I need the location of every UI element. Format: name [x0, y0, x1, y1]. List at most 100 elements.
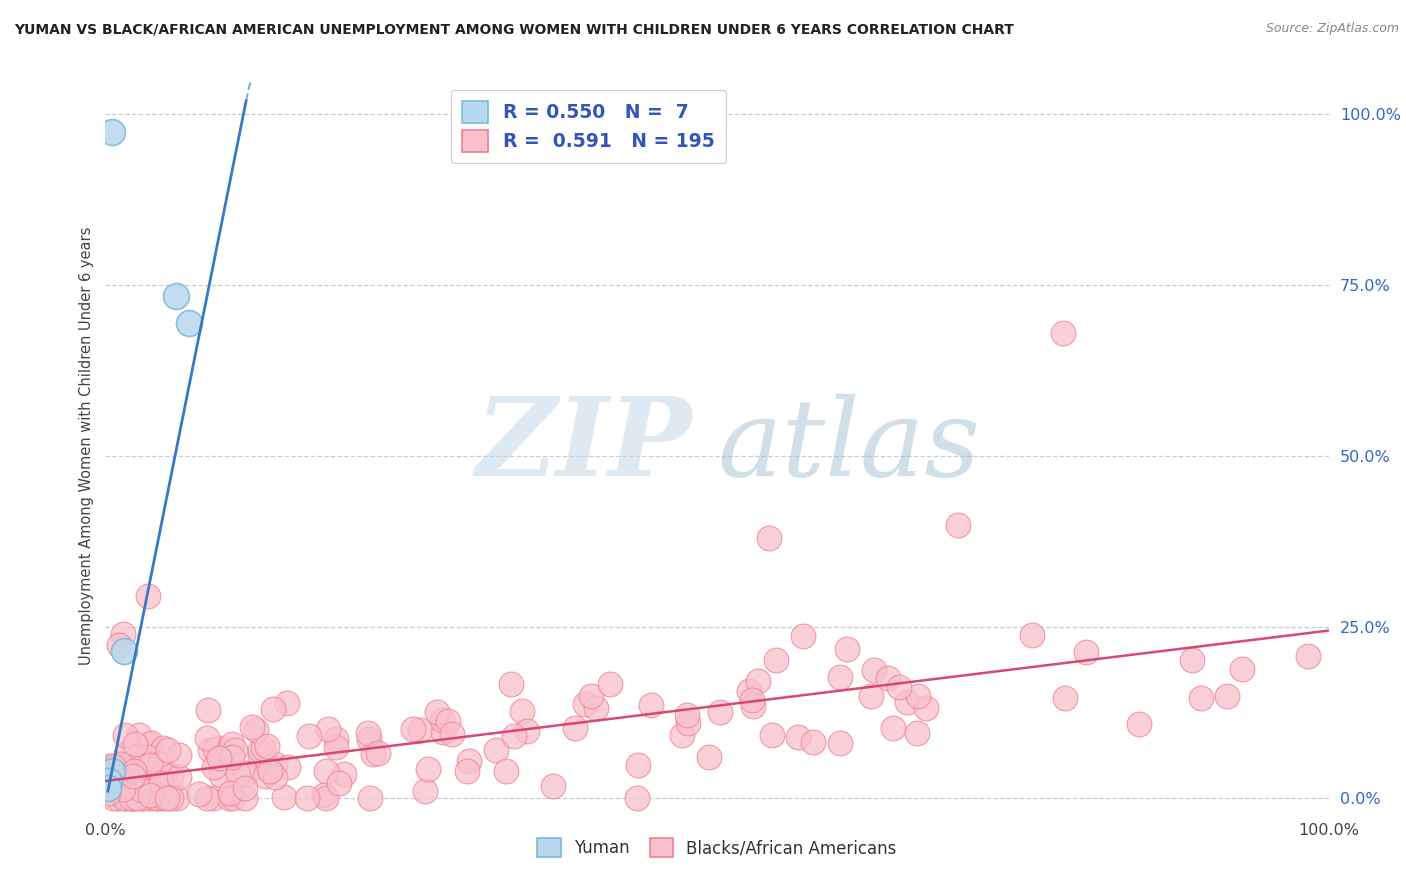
- Point: [485, 743, 508, 757]
- Point: [115, 791, 138, 805]
- Point: [579, 690, 602, 704]
- Point: [432, 713, 454, 727]
- Point: [328, 776, 350, 790]
- Point: [676, 715, 699, 730]
- Point: [98, 758, 121, 772]
- Point: [136, 589, 159, 603]
- Point: [240, 720, 263, 734]
- Point: [118, 786, 141, 800]
- Point: [741, 693, 763, 707]
- Point: [830, 736, 852, 750]
- Point: [139, 736, 162, 750]
- Point: [157, 742, 180, 756]
- Point: [312, 788, 335, 802]
- Point: [315, 764, 337, 779]
- Point: [167, 747, 190, 762]
- Point: [101, 791, 124, 805]
- Point: [110, 756, 132, 771]
- Point: [110, 786, 132, 800]
- Point: [915, 701, 938, 715]
- Point: [97, 780, 120, 795]
- Point: [1216, 690, 1239, 704]
- Point: [101, 760, 124, 774]
- Point: [120, 791, 142, 805]
- Point: [882, 721, 904, 735]
- Point: [316, 722, 339, 736]
- Point: [122, 769, 145, 783]
- Point: [276, 696, 298, 710]
- Point: [249, 743, 271, 757]
- Point: [503, 729, 526, 743]
- Point: [112, 644, 135, 658]
- Point: [125, 791, 148, 805]
- Point: [315, 791, 337, 805]
- Point: [742, 699, 765, 714]
- Point: [574, 697, 596, 711]
- Point: [149, 773, 172, 788]
- Point: [437, 714, 460, 728]
- Point: [828, 670, 851, 684]
- Point: [1074, 645, 1097, 659]
- Point: [125, 790, 148, 805]
- Point: [127, 749, 149, 764]
- Point: [97, 786, 120, 800]
- Point: [201, 791, 224, 805]
- Point: [1128, 716, 1150, 731]
- Point: [325, 740, 347, 755]
- Point: [132, 789, 155, 804]
- Point: [112, 791, 135, 805]
- Point: [122, 764, 145, 779]
- Point: [139, 775, 162, 789]
- Point: [124, 772, 146, 787]
- Point: [200, 743, 222, 757]
- Point: [765, 653, 787, 667]
- Point: [121, 766, 143, 780]
- Point: [138, 770, 160, 784]
- Point: [105, 779, 128, 793]
- Point: [252, 741, 274, 756]
- Text: YUMAN VS BLACK/AFRICAN AMERICAN UNEMPLOYMENT AMONG WOMEN WITH CHILDREN UNDER 6 Y: YUMAN VS BLACK/AFRICAN AMERICAN UNEMPLOY…: [14, 22, 1014, 37]
- Point: [262, 702, 284, 716]
- Point: [426, 706, 449, 720]
- Point: [165, 288, 187, 302]
- Point: [153, 791, 176, 805]
- Point: [235, 780, 257, 795]
- Point: [204, 742, 226, 756]
- Point: [758, 531, 780, 545]
- Point: [177, 316, 200, 330]
- Point: [1021, 628, 1043, 642]
- Point: [197, 703, 219, 717]
- Point: [747, 673, 769, 688]
- Point: [188, 787, 211, 801]
- Point: [1053, 690, 1076, 705]
- Point: [761, 728, 783, 742]
- Point: [640, 698, 662, 712]
- Text: ZIP: ZIP: [477, 392, 693, 500]
- Point: [361, 747, 384, 762]
- Point: [121, 760, 143, 774]
- Point: [145, 791, 167, 805]
- Point: [738, 684, 761, 698]
- Point: [516, 724, 538, 739]
- Point: [100, 776, 122, 790]
- Point: [121, 764, 143, 779]
- Point: [295, 791, 318, 805]
- Point: [121, 791, 143, 805]
- Point: [167, 770, 190, 784]
- Point: [103, 759, 125, 773]
- Point: [224, 743, 246, 757]
- Point: [1296, 649, 1319, 664]
- Point: [235, 765, 257, 780]
- Point: [277, 760, 299, 774]
- Point: [1232, 662, 1254, 676]
- Point: [117, 780, 139, 795]
- Point: [863, 663, 886, 677]
- Point: [112, 777, 135, 791]
- Point: [415, 783, 437, 797]
- Point: [367, 746, 389, 760]
- Point: [132, 777, 155, 791]
- Point: [111, 627, 134, 641]
- Point: [273, 789, 295, 804]
- Point: [131, 780, 153, 795]
- Point: [359, 791, 381, 805]
